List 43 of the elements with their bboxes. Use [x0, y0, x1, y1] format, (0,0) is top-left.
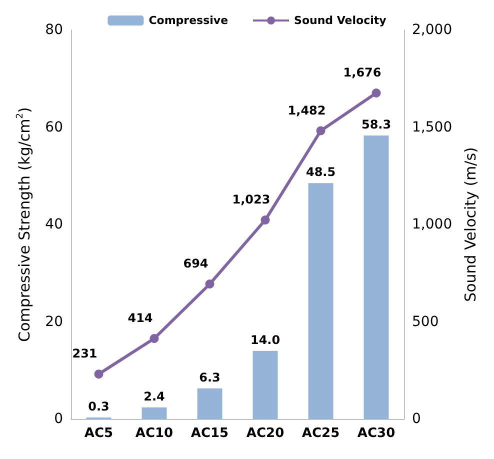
y2-tick-label: 0: [412, 411, 421, 427]
data-label: 2.4: [144, 389, 165, 404]
data-label: 231: [72, 346, 98, 361]
data-label: 414: [128, 310, 153, 325]
y2-tick-label: 1,000: [412, 216, 452, 232]
x-tick-label: AC10: [135, 426, 174, 441]
bar: [364, 136, 389, 419]
legend-label: Compressive: [148, 14, 228, 27]
x-tick-label: AC5: [84, 426, 114, 441]
point: [260, 216, 270, 225]
point: [372, 88, 381, 98]
y2-tick-label: 1,500: [412, 119, 452, 136]
bar: [142, 407, 167, 419]
data-label: 1,482: [288, 103, 326, 118]
legend-label: Sound Velocity: [294, 14, 386, 27]
x-tick-label: AC20: [246, 426, 284, 441]
y2-tick-label: 500: [412, 314, 439, 330]
point: [205, 280, 214, 289]
point: [316, 126, 326, 136]
data-label: 694: [183, 256, 208, 271]
data-label: 58.3: [361, 118, 392, 132]
data-label: 1,676: [343, 66, 382, 80]
y-tick-label: 80: [45, 22, 63, 38]
data-label: 14.0: [250, 332, 280, 347]
y-tick-label: 0: [54, 411, 63, 427]
y-tick-label: 60: [45, 119, 63, 136]
y2-tick-label: 2,000: [412, 22, 452, 38]
x-tick-label: AC30: [357, 426, 396, 441]
point: [150, 334, 159, 343]
x-tick-label: AC25: [302, 426, 340, 441]
y2-axis-title: Sound Velocity (m/s): [462, 147, 480, 302]
y-axis-title: Compressive Strength (kg/cm2): [16, 107, 34, 342]
data-label: 0.3: [88, 400, 110, 414]
bar: [197, 388, 222, 419]
point: [94, 370, 104, 379]
bar: [308, 183, 334, 419]
x-tick-label: AC15: [190, 426, 229, 441]
data-label: 1,023: [232, 192, 270, 207]
bar: [252, 350, 278, 419]
y-tick-label: 20: [45, 314, 63, 330]
data-label: 48.5: [306, 165, 336, 180]
data-label: 6.3: [199, 370, 220, 384]
y-tick-label: 40: [45, 216, 63, 232]
